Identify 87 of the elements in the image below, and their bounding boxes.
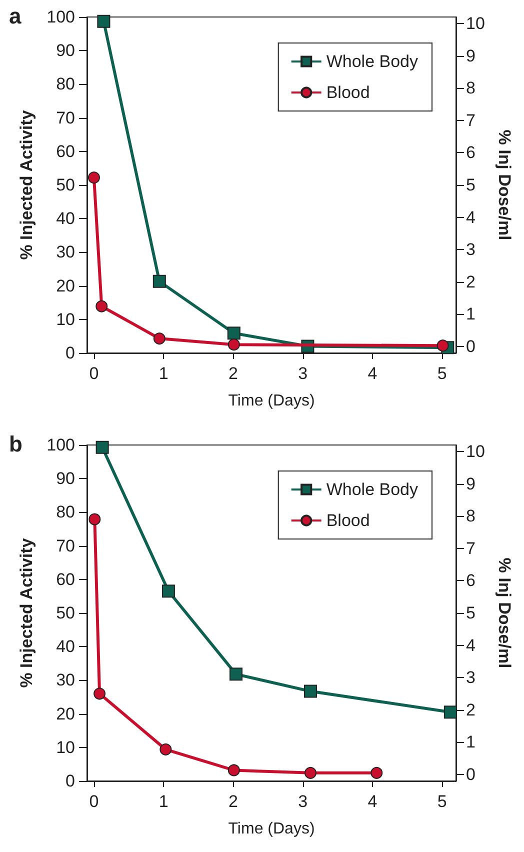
x-tick-label: 5 [437,364,447,383]
x-tick-label: 3 [298,792,308,811]
y2-tick-label: 0 [466,337,476,356]
y2-tick-label: 2 [466,700,476,720]
y-tick-label: 10 [56,738,75,757]
y-tick-label: 20 [56,704,75,724]
point [370,766,383,779]
y-tick-label: 80 [56,502,75,522]
y-tick-label: 30 [56,242,75,262]
point [444,706,457,719]
point [96,440,109,454]
y2-tick-label: 5 [466,604,476,622]
y2-axis-title: % Inj Dose/ml [495,558,514,668]
chart-title: a [9,4,22,28]
point [160,743,172,756]
x-axis-title: Time (Days) [228,392,315,410]
point [88,172,100,184]
y2-tick-label: 1 [466,732,476,752]
point [162,584,175,598]
y-axis-title: % Injected Activity [17,110,36,260]
point [304,684,317,698]
x-tick-label: 2 [228,792,238,811]
x-tick-label: 0 [89,364,99,383]
y2-tick-label: 3 [466,668,476,688]
y-tick-label: 40 [56,209,75,228]
x-tick-label: 2 [228,364,238,383]
point [97,14,110,28]
y2-axis-title: % Inj Dose/ml [495,130,514,240]
point [228,338,240,351]
y2-tick-label: 7 [466,538,476,558]
y2-tick-label: 0 [466,765,476,784]
point [94,688,106,700]
x-tick-label: 4 [368,364,378,383]
y-tick-label: 30 [56,670,75,690]
x-tick-label: 3 [298,364,308,383]
x-tick-label: 0 [89,792,99,811]
point [88,513,101,526]
y-tick-label: 80 [56,74,75,94]
x-tick-label: 5 [437,792,447,811]
y2-tick-label: 4 [466,636,476,655]
point [304,766,316,779]
y-tick-label: 70 [56,108,75,128]
x-tick-label: 1 [158,364,168,383]
y2-tick-label: 7 [466,110,476,130]
x-tick-label: 4 [368,792,378,811]
point [153,332,166,345]
y2-tick-label: 9 [466,46,476,66]
chart-title: b [9,432,22,456]
y-tick-label: 10 [56,310,75,329]
y-tick-label: 0 [66,344,75,362]
y-tick-label: 60 [56,142,75,161]
y-tick-label: 20 [56,276,75,296]
point [228,764,240,776]
point [436,340,449,352]
y2-tick-label: 5 [466,176,476,194]
y2-tick-label: 4 [466,208,476,227]
legend-label: Blood [326,83,370,102]
y-tick-label: 60 [56,570,75,589]
y2-tick-label: 3 [466,240,476,260]
y-tick-label: 90 [56,41,75,60]
y-tick-label: 0 [66,772,75,790]
y2-tick-label: 1 [466,304,476,324]
legend-label: Blood [326,511,370,530]
y-tick-label: 40 [56,637,75,656]
x-tick-label: 1 [158,792,168,811]
point [152,274,166,288]
y-tick-label: 70 [56,536,75,556]
y2-tick-label: 6 [466,143,476,162]
legend-label: Whole Body [326,52,418,71]
y2-tick-label: 10 [466,442,485,461]
y-tick-label: 50 [56,176,75,194]
y-tick-label: 100 [46,436,75,454]
legend-label: Whole Body [326,480,418,499]
y-tick-label: 90 [56,469,75,488]
point [227,326,240,340]
y-tick-label: 50 [56,604,75,622]
y-tick-label: 100 [46,8,75,26]
y2-tick-label: 6 [466,571,476,590]
point [96,300,108,312]
y-axis-title: % Injected Activity [17,538,36,688]
y2-tick-label: 2 [466,272,476,292]
x-axis-title: Time (Days) [228,820,315,838]
y2-tick-label: 8 [466,78,476,98]
y2-tick-label: 10 [466,14,485,33]
point [229,668,242,681]
y2-tick-label: 9 [466,474,476,494]
y2-tick-label: 8 [466,506,476,526]
